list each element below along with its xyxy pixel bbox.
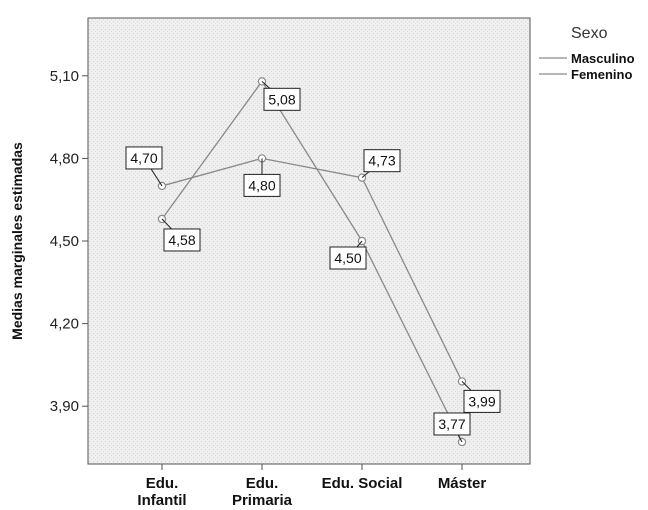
- x-tick-label: Edu. Infantil: [137, 475, 186, 509]
- x-tick-label: Edu. Social: [322, 475, 403, 492]
- legend-item-femenino: Femenino: [539, 67, 632, 82]
- y-tick-label: 5,10: [50, 68, 79, 85]
- x-tick-label: Edu. Primaria: [232, 475, 293, 509]
- data-label: 3,77: [433, 412, 471, 443]
- svg-text:4,80: 4,80: [248, 177, 275, 193]
- y-tick-label: 4,80: [50, 150, 79, 167]
- data-label: 4,80: [243, 158, 281, 197]
- legend-item-masculino: Masculino: [539, 51, 635, 66]
- series-line-femenino: [161, 157, 463, 382]
- x-axis: Edu. Infantil Edu. Primaria Edu. Social Máste…: [137, 464, 486, 509]
- svg-text:4,70: 4,70: [130, 150, 157, 166]
- y-tick-label: 3,90: [50, 398, 79, 415]
- data-label: 5,08: [261, 80, 301, 111]
- legend-label: Masculino: [571, 51, 635, 66]
- svg-text:3,99: 3,99: [468, 393, 495, 409]
- data-label: 4,70: [125, 146, 163, 187]
- data-label: 3,99: [461, 381, 501, 413]
- legend-title: Sexo: [571, 25, 608, 42]
- data-label: 4,73: [361, 149, 401, 179]
- data-labels: 4,58 5,08 4,50 3,77 4,70 4,80 4,73 3,99: [125, 80, 501, 443]
- data-label: 4,50: [329, 240, 367, 270]
- y-axis-label: Medias marginales estimadas: [9, 142, 25, 340]
- x-tick-label: Máster: [438, 475, 487, 492]
- series-line-masculino: [161, 80, 463, 443]
- svg-text:4,58: 4,58: [168, 232, 195, 248]
- y-axis: 3,90 4,20 4,50 4,80 5,10: [50, 68, 88, 415]
- y-tick-label: 4,50: [50, 233, 79, 250]
- y-tick-label: 4,20: [50, 316, 79, 333]
- legend-label: Femenino: [571, 67, 632, 82]
- svg-text:4,73: 4,73: [368, 153, 395, 169]
- plot-area: [87, 17, 531, 465]
- data-label: 4,58: [161, 218, 201, 252]
- svg-text:5,08: 5,08: [268, 91, 295, 107]
- svg-text:4,50: 4,50: [334, 250, 361, 266]
- svg-text:3,77: 3,77: [438, 416, 465, 432]
